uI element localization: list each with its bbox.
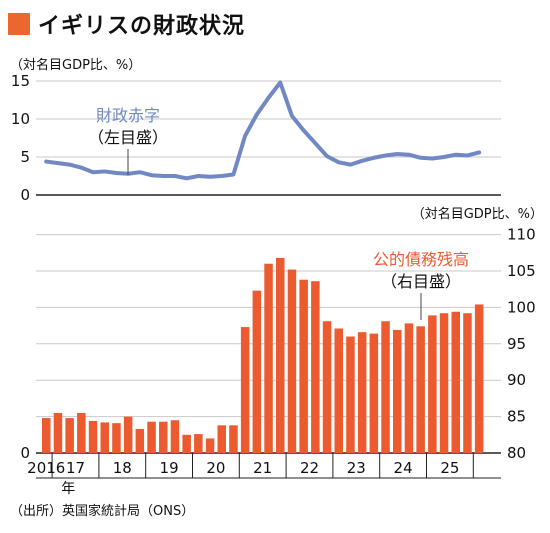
debt-bar: [474, 304, 484, 453]
title-marker: [8, 13, 30, 35]
debt-bar: [404, 323, 414, 453]
x-tick-label: 21: [253, 459, 272, 477]
title-text: イギリスの財政状況: [38, 14, 246, 39]
debt-bar: [112, 423, 121, 453]
debt-bar: [252, 290, 262, 453]
debt-bar: [170, 420, 180, 453]
debt-bar: [393, 329, 402, 453]
x-tick-label: 25: [440, 459, 459, 477]
deficit-scale-note: （左目盛）: [88, 128, 168, 147]
debt-bar: [77, 412, 86, 453]
debt-bar: [416, 326, 425, 453]
debt-bar: [299, 279, 308, 453]
deficit-line: [44, 80, 482, 181]
debt-bar: [194, 434, 203, 453]
bottom-unit-label: （対名目GDP比、%）: [412, 206, 543, 222]
debt-bar: [229, 425, 238, 453]
x-year-suffix: 年: [61, 481, 75, 497]
source-note: （出所）英国家統計局（ONS）: [10, 504, 195, 519]
debt-bar: [100, 422, 109, 453]
debt-bar: [147, 421, 156, 453]
debt-bar: [123, 416, 133, 453]
debt-bar: [357, 332, 367, 453]
debt-bar: [42, 418, 51, 453]
debt-bar: [276, 257, 285, 453]
x-tick-label: 18: [113, 459, 132, 477]
debt-bar: [346, 336, 355, 453]
right-y-tick-label: 80: [507, 444, 526, 462]
debt-bar: [311, 281, 320, 453]
left-zero-label: 0: [20, 444, 30, 462]
right-y-tick-label: 105: [507, 262, 536, 280]
debt-bar: [428, 315, 437, 453]
chart-title: イギリスの財政状況: [8, 6, 245, 42]
debt-annotation: 公的債務残高: [373, 250, 469, 269]
top-y-tick-label: 5: [20, 148, 30, 166]
debt-scale-note: （右目盛）: [381, 272, 461, 291]
debt-bar: [205, 438, 215, 453]
debt-bar: [322, 321, 332, 453]
debt-bar: [287, 269, 297, 453]
x-tick-label: 2016: [27, 459, 65, 477]
x-tick-label: 22: [300, 459, 319, 477]
debt-bar: [88, 420, 98, 453]
right-y-tick-label: 100: [507, 298, 536, 316]
debt-bar: [439, 313, 449, 453]
debt-bar: [334, 328, 343, 453]
debt-bar: [451, 311, 460, 453]
x-tick-label: 17: [66, 459, 85, 477]
x-tick-label: 20: [206, 459, 225, 477]
deficit-annotation: 財政赤字: [96, 106, 160, 125]
top-unit-label: （対名目GDP比、%）: [10, 57, 141, 73]
debt-bar: [264, 263, 273, 453]
debt-bar: [369, 333, 379, 453]
debt-bar: [463, 313, 472, 453]
right-y-tick-label: 110: [507, 226, 536, 244]
debt-bar: [217, 425, 226, 453]
debt-bar: [381, 321, 390, 453]
x-tick-label: 23: [347, 459, 366, 477]
debt-bar: [240, 327, 250, 453]
right-y-tick-label: 90: [507, 371, 526, 389]
debt-bar: [135, 428, 145, 453]
right-y-tick-label: 95: [507, 335, 526, 353]
top-y-tick-label: 0: [20, 186, 30, 204]
debt-bar: [182, 434, 191, 453]
top-y-tick-label: 10: [11, 110, 30, 128]
debt-bar: [65, 418, 74, 453]
debt-bar: [53, 412, 63, 453]
debt-bar: [159, 421, 168, 453]
x-tick-label: 24: [394, 459, 413, 477]
top-y-tick-label: 15: [11, 72, 30, 90]
right-y-tick-label: 85: [507, 408, 526, 426]
x-tick-label: 19: [160, 459, 179, 477]
